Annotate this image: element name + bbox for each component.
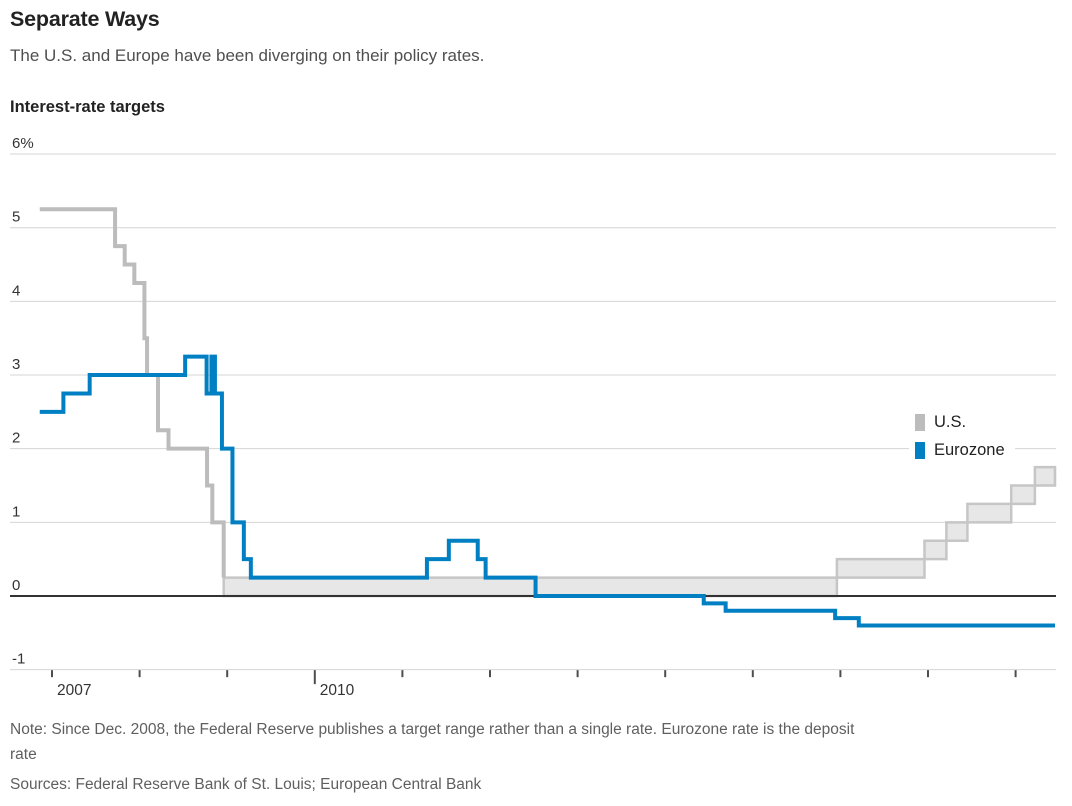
us-swatch [915, 414, 925, 431]
y-label-2: 2 [12, 430, 20, 447]
interest-rate-chart: 2007 2010 6% 5 4 3 2 1 0 -1 [10, 135, 1057, 699]
y-label-4: 4 [12, 282, 20, 299]
chart-note: Note: Since Dec. 2008, the Federal Reser… [10, 721, 855, 763]
y-label-3: 3 [12, 356, 20, 373]
page-subtitle: The U.S. and Europe have been diverging … [10, 46, 485, 65]
eurozone-rate-line [39, 354, 1055, 628]
us-legend-label: U.S. [934, 413, 967, 431]
x-label-2010: 2010 [320, 682, 355, 699]
page-title: Separate Ways [10, 7, 160, 31]
y-label-0: 0 [12, 577, 20, 594]
x-label-2007: 2007 [57, 682, 91, 699]
legend-item-us: U.S. [915, 413, 1005, 431]
eurozone-swatch [915, 442, 925, 459]
y-label-5: 5 [12, 209, 20, 226]
y-label-6%: 6% [12, 135, 34, 152]
chart-legend: U.S. Eurozone [909, 410, 1015, 461]
eurozone-legend-label: Eurozone [934, 441, 1005, 459]
us-target-range-band [222, 465, 1057, 598]
chart-sources: Sources: Federal Reserve Bank of St. Lou… [10, 776, 482, 793]
y-label-1: 1 [12, 503, 20, 520]
chart-title: Interest-rate targets [10, 98, 165, 116]
legend-item-eurozone: Eurozone [915, 441, 1005, 459]
y-label--1: -1 [12, 651, 25, 668]
